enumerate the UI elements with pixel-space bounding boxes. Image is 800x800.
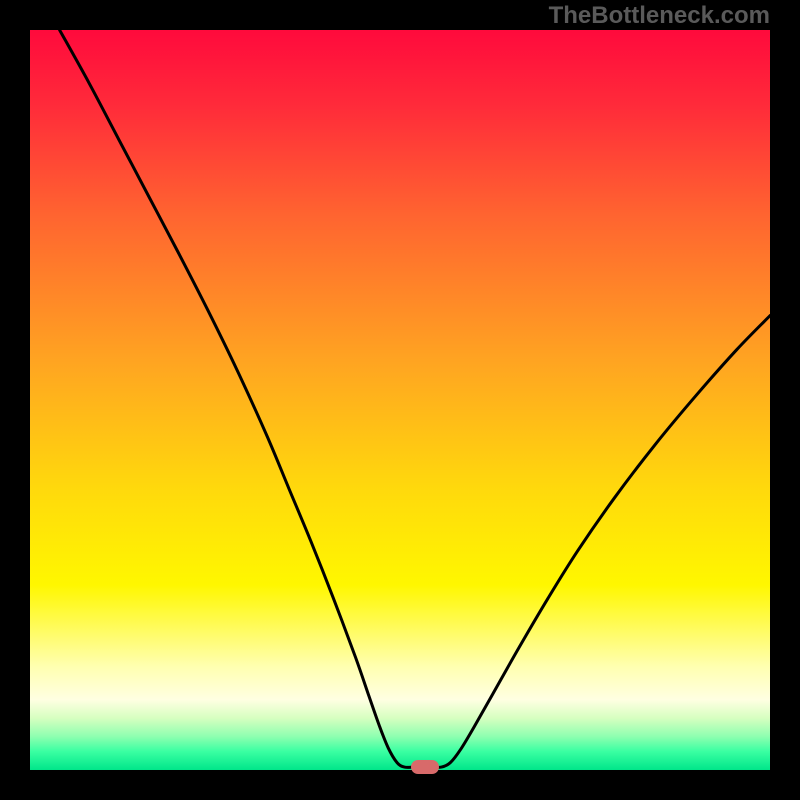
plot-area xyxy=(30,30,770,770)
curve-path xyxy=(60,30,770,767)
bottleneck-curve xyxy=(30,30,770,770)
attribution-label: TheBottleneck.com xyxy=(549,2,770,30)
chart-frame: TheBottleneck.com xyxy=(0,0,800,800)
optimal-marker xyxy=(411,760,439,775)
